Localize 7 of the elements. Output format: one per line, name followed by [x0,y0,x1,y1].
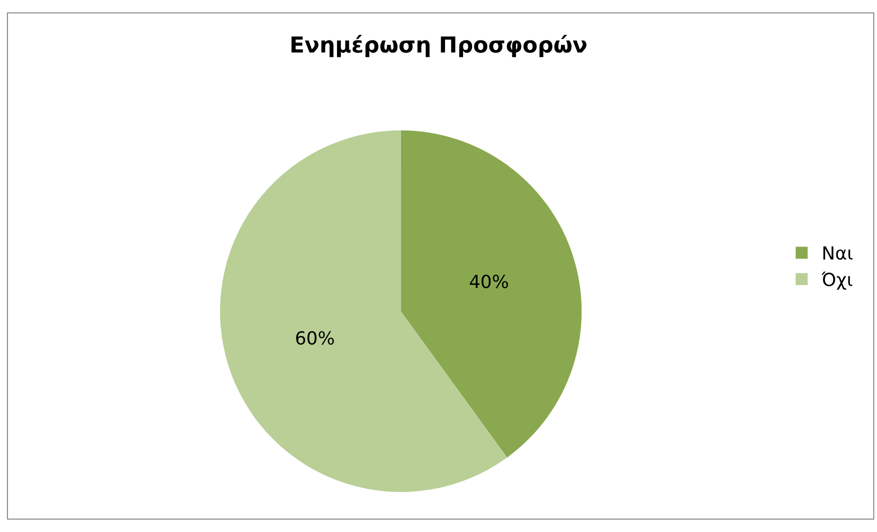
data-label: 40% [468,272,509,294]
pie-slice [400,130,582,458]
legend-label: Ναι [822,244,854,265]
data-label: 60% [294,328,335,350]
chart-title: Ενημέρωση Προσφορών [289,34,588,59]
legend-label: Όχι [820,270,853,292]
pie-slice [220,130,508,492]
